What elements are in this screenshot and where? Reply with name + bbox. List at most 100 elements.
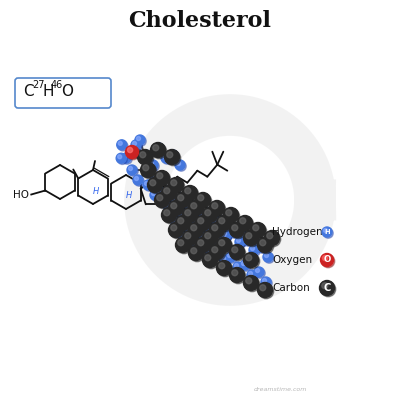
Circle shape <box>157 188 167 198</box>
Circle shape <box>228 227 238 237</box>
Circle shape <box>214 242 218 246</box>
Circle shape <box>168 222 184 238</box>
Circle shape <box>174 196 178 200</box>
Circle shape <box>252 224 267 239</box>
Circle shape <box>171 217 181 227</box>
Text: Cholesterol: Cholesterol <box>128 10 272 32</box>
Circle shape <box>218 239 233 254</box>
Circle shape <box>208 224 212 228</box>
Circle shape <box>199 210 209 220</box>
Circle shape <box>157 192 167 202</box>
Circle shape <box>186 231 196 241</box>
Circle shape <box>158 193 168 203</box>
Circle shape <box>176 216 190 230</box>
Circle shape <box>155 144 165 154</box>
Circle shape <box>244 276 258 290</box>
Circle shape <box>205 210 211 216</box>
Circle shape <box>192 222 202 232</box>
Circle shape <box>222 231 232 241</box>
Circle shape <box>260 285 266 291</box>
Circle shape <box>262 278 266 282</box>
Circle shape <box>196 216 210 230</box>
Circle shape <box>245 254 260 269</box>
Circle shape <box>192 240 202 250</box>
Circle shape <box>191 225 197 231</box>
Circle shape <box>208 226 212 230</box>
Circle shape <box>157 190 167 200</box>
Circle shape <box>213 217 223 227</box>
Circle shape <box>165 203 175 213</box>
Circle shape <box>167 152 173 158</box>
Circle shape <box>232 225 238 231</box>
Circle shape <box>244 230 258 246</box>
Circle shape <box>240 218 246 224</box>
Circle shape <box>254 267 264 277</box>
Circle shape <box>239 217 254 232</box>
Circle shape <box>171 180 177 186</box>
Circle shape <box>122 154 132 164</box>
Circle shape <box>163 187 178 202</box>
Circle shape <box>246 278 252 284</box>
Circle shape <box>232 247 238 253</box>
Circle shape <box>133 175 143 185</box>
Circle shape <box>178 210 188 220</box>
Circle shape <box>234 264 238 268</box>
Circle shape <box>197 217 212 232</box>
Circle shape <box>188 206 192 210</box>
Circle shape <box>121 153 131 163</box>
Text: Carbon: Carbon <box>272 283 310 293</box>
Circle shape <box>187 203 197 213</box>
Text: H: H <box>126 192 132 200</box>
Circle shape <box>258 244 262 248</box>
Circle shape <box>261 277 271 287</box>
Circle shape <box>236 238 240 242</box>
Circle shape <box>214 246 224 256</box>
Circle shape <box>228 254 232 258</box>
Circle shape <box>154 192 170 208</box>
Circle shape <box>321 282 336 297</box>
Circle shape <box>196 238 210 252</box>
Circle shape <box>206 207 216 217</box>
Circle shape <box>228 226 238 236</box>
Circle shape <box>164 202 174 212</box>
Circle shape <box>257 243 267 253</box>
Circle shape <box>212 203 218 209</box>
Circle shape <box>206 225 216 235</box>
Circle shape <box>264 254 268 258</box>
Circle shape <box>182 186 198 200</box>
Circle shape <box>202 214 206 218</box>
Circle shape <box>249 231 259 241</box>
Circle shape <box>143 165 149 171</box>
Circle shape <box>322 255 335 268</box>
Circle shape <box>149 179 164 194</box>
Circle shape <box>179 232 189 242</box>
Circle shape <box>200 216 210 226</box>
Circle shape <box>166 208 170 212</box>
Text: HO: HO <box>13 190 29 200</box>
Circle shape <box>185 230 195 240</box>
Circle shape <box>197 194 212 209</box>
Circle shape <box>176 161 186 171</box>
Circle shape <box>200 211 210 221</box>
Circle shape <box>210 222 224 238</box>
Circle shape <box>152 192 156 196</box>
Circle shape <box>192 200 202 210</box>
Circle shape <box>204 232 219 247</box>
Circle shape <box>224 208 238 222</box>
Circle shape <box>263 252 273 262</box>
Circle shape <box>247 270 257 280</box>
Circle shape <box>201 213 211 223</box>
Circle shape <box>256 242 266 252</box>
Circle shape <box>199 215 209 225</box>
Circle shape <box>188 204 192 208</box>
Circle shape <box>184 187 199 202</box>
Circle shape <box>172 198 176 202</box>
Circle shape <box>193 218 203 228</box>
Circle shape <box>214 224 218 228</box>
Circle shape <box>241 261 251 271</box>
Circle shape <box>170 202 185 217</box>
Circle shape <box>188 222 204 238</box>
Circle shape <box>200 212 204 216</box>
Circle shape <box>214 223 224 233</box>
Circle shape <box>200 212 210 222</box>
